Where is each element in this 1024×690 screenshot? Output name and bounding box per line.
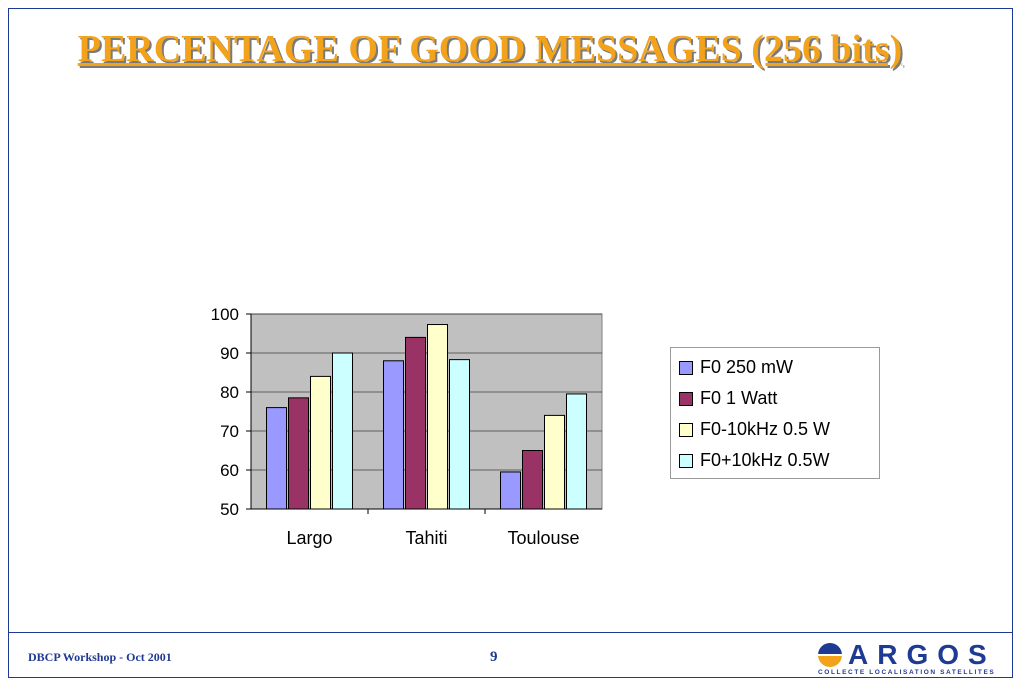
legend-item: F0 1 Watt [679,383,879,414]
globe-icon [818,643,842,667]
footer-text: DBCP Workshop - Oct 2001 [28,650,172,664]
slide-frame [8,8,1013,678]
bar [544,414,565,510]
legend-label: F0+10kHz 0.5W [700,450,830,470]
legend-label: F0 1 Watt [700,388,778,408]
x-tick-label: Tahiti [405,528,447,548]
legend-swatch [679,391,693,406]
bar [266,407,287,510]
y-tick-label: 50 [220,500,239,519]
legend-label: F0-10kHz 0.5 W [700,419,831,439]
y-tick-label: 80 [220,383,239,402]
legend-swatch [679,422,693,437]
bar [332,352,353,510]
argos-logo: ARGOS COLLECTE LOCALISATION SATELLITES [816,639,1000,678]
bar [500,471,521,510]
legend-label: F0 250 mW [700,357,794,377]
y-tick-label: 70 [220,422,239,441]
legend-swatch [679,360,693,375]
chart-legend: F0 250 mW F0 1 Watt F0-10kHz 0.5 W F0+10… [670,347,880,479]
legend-item: F0-10kHz 0.5 W [679,414,879,445]
footer-divider [8,632,1013,633]
slide-title: PERCENTAGE OF GOOD MESSAGES (256 bits) [77,28,903,70]
bar [405,336,426,510]
legend-swatch [679,453,693,468]
bar [288,397,309,510]
logo-wordmark: ARGOS [848,639,996,670]
y-tick-label: 100 [211,305,239,324]
logo-tagline: COLLECTE LOCALISATION SATELLITES [818,669,996,676]
x-tick-label: Toulouse [507,528,579,548]
legend-item: F0+10kHz 0.5W [679,445,879,476]
x-tick-label: Largo [286,528,332,548]
page-number: 9 [490,649,498,665]
bar [383,360,404,510]
y-tick-label: 60 [220,461,239,480]
bar [449,359,470,510]
bar [310,375,331,510]
bar [522,450,543,510]
plot-area [250,313,603,510]
y-tick-label: 90 [220,344,239,363]
bar [427,324,448,510]
bar [566,393,587,510]
legend-item: F0 250 mW [679,352,879,383]
